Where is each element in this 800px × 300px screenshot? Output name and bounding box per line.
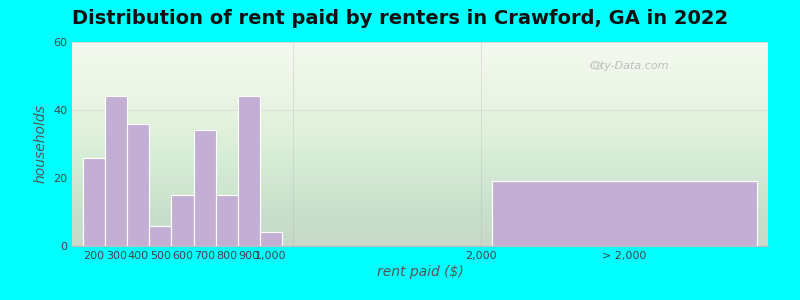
Bar [150, 226, 171, 246]
Bar [194, 130, 216, 246]
Text: ⊙: ⊙ [592, 60, 602, 73]
Bar [216, 195, 238, 246]
Bar [171, 195, 194, 246]
Bar [238, 96, 260, 246]
X-axis label: rent paid ($): rent paid ($) [377, 265, 463, 279]
Bar [83, 158, 105, 246]
Bar [260, 232, 282, 246]
Bar [492, 182, 757, 246]
Text: Distribution of rent paid by renters in Crawford, GA in 2022: Distribution of rent paid by renters in … [72, 9, 728, 28]
Y-axis label: households: households [34, 105, 47, 183]
Bar [127, 124, 150, 246]
Bar [105, 96, 127, 246]
Text: City-Data.com: City-Data.com [589, 61, 669, 71]
